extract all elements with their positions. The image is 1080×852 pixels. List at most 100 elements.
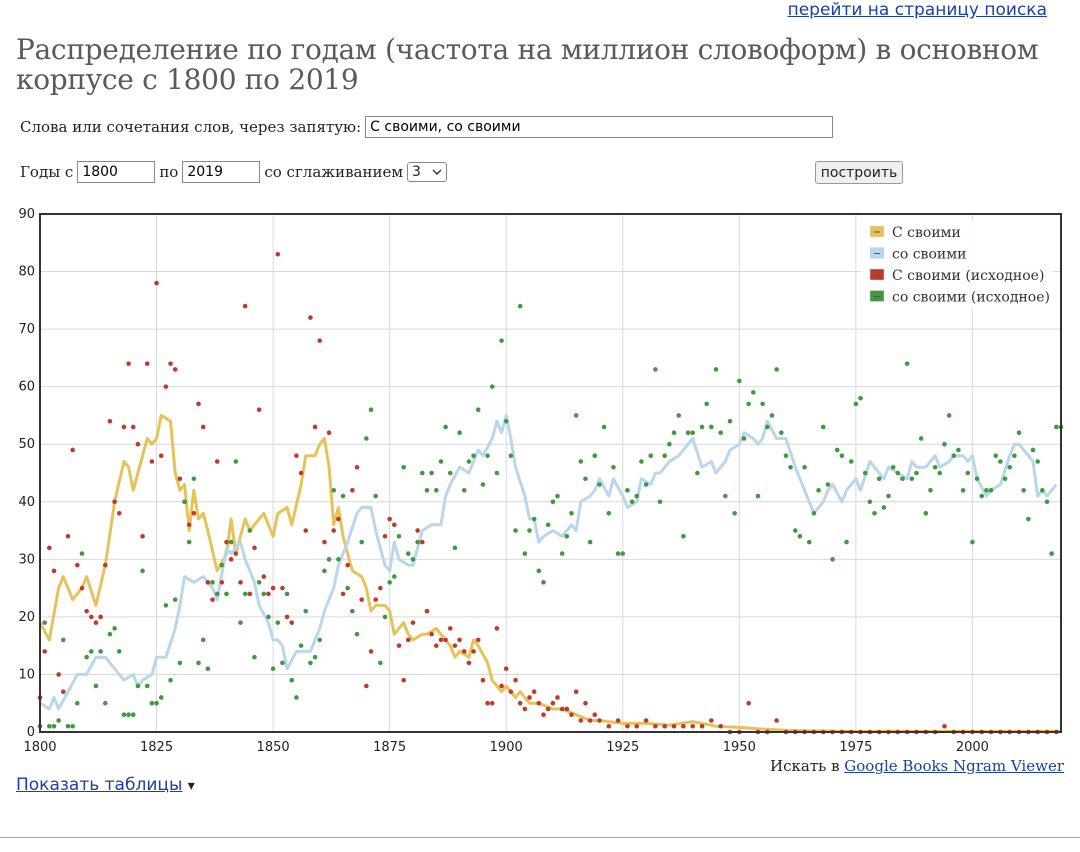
- data-point-3: [615, 551, 621, 556]
- year-from-input[interactable]: [77, 161, 156, 183]
- data-point-3: [988, 487, 994, 493]
- data-point-2: [522, 706, 528, 712]
- data-point-2: [266, 591, 271, 597]
- data-point-3: [433, 487, 439, 493]
- data-point-2: [494, 626, 500, 631]
- data-point-3: [494, 470, 500, 476]
- data-point-2: [121, 424, 127, 430]
- data-point-3: [242, 591, 248, 597]
- data-point-3: [424, 487, 430, 493]
- data-point-3: [998, 459, 1003, 464]
- data-point-3: [974, 476, 980, 482]
- data-point-2: [88, 614, 94, 620]
- data-point-3: [359, 539, 364, 545]
- data-point-3: [597, 482, 602, 487]
- data-point-3: [956, 447, 961, 453]
- legend-label: со своими: [892, 247, 966, 263]
- years-to-label: по: [159, 163, 179, 181]
- data-point-3: [98, 649, 103, 654]
- data-point-3: [862, 470, 868, 476]
- data-point-3: [839, 453, 845, 459]
- data-point-3: [1021, 487, 1027, 493]
- data-point-3: [965, 470, 971, 476]
- search-page-link[interactable]: перейти на страницу поиска: [787, 0, 1047, 20]
- data-point-3: [709, 424, 714, 430]
- data-point-3: [154, 700, 159, 706]
- data-point-3: [550, 499, 556, 505]
- data-point-3: [475, 407, 481, 412]
- data-point-3: [541, 580, 546, 585]
- data-point-2: [350, 487, 355, 493]
- data-point-3: [834, 447, 840, 453]
- data-point-2: [433, 643, 439, 648]
- data-point-3: [764, 424, 770, 430]
- data-point-2: [396, 643, 402, 648]
- year-to-input[interactable]: [182, 161, 261, 183]
- data-point-3: [303, 608, 309, 614]
- y-tick-label: 30: [18, 552, 35, 567]
- y-tick-label: 90: [18, 207, 35, 222]
- data-point-2: [681, 723, 686, 729]
- data-point-3: [336, 557, 341, 562]
- y-tick-label: 50: [18, 437, 35, 452]
- data-point-3: [182, 499, 187, 505]
- data-point-3: [592, 453, 598, 459]
- data-point-3: [224, 591, 229, 597]
- data-point-3: [890, 464, 896, 470]
- data-point-2: [438, 637, 444, 643]
- data-point-2: [466, 660, 472, 666]
- data-point-3: [634, 493, 640, 499]
- data-point-2: [452, 643, 458, 648]
- data-point-3: [545, 522, 551, 528]
- data-point-3: [149, 700, 155, 706]
- data-point-2: [471, 649, 476, 654]
- data-point-3: [1016, 430, 1022, 436]
- data-point-3: [308, 660, 313, 666]
- google-books-link[interactable]: Google Books Ngram Viewer: [844, 757, 1064, 775]
- data-point-2: [513, 677, 518, 683]
- data-point-2: [149, 459, 155, 464]
- data-point-2: [186, 522, 192, 528]
- plot-frame: [39, 213, 1062, 733]
- data-point-3: [671, 430, 677, 436]
- data-point-2: [447, 626, 453, 631]
- data-point-3: [820, 424, 826, 430]
- smoothing-select[interactable]: 3: [407, 162, 447, 182]
- data-point-3: [867, 499, 873, 505]
- x-tick-label: 1825: [140, 740, 173, 755]
- data-point-3: [844, 539, 849, 545]
- data-point-3: [452, 545, 458, 551]
- data-point-2: [578, 718, 584, 723]
- data-point-2: [214, 459, 220, 464]
- data-point-3: [298, 643, 304, 648]
- data-point-3: [769, 413, 775, 418]
- data-point-3: [886, 493, 891, 499]
- data-point-3: [205, 666, 211, 671]
- data-point-3: [121, 712, 127, 718]
- data-point-2: [587, 718, 593, 723]
- legend-label: С своими (исходное): [892, 268, 1044, 284]
- data-point-2: [573, 689, 579, 695]
- show-tables-link[interactable]: Показать таблицы: [16, 775, 183, 795]
- data-point-3: [415, 539, 420, 545]
- data-point-2: [219, 580, 225, 585]
- data-point-3: [247, 528, 253, 533]
- data-point-2: [555, 695, 560, 700]
- build-button[interactable]: построить: [815, 161, 903, 184]
- data-point-3: [177, 660, 183, 666]
- data-point-3: [252, 654, 257, 660]
- data-point-3: [191, 476, 197, 482]
- data-point-2: [583, 700, 588, 706]
- data-point-2: [443, 637, 448, 643]
- data-point-3: [517, 303, 523, 309]
- data-point-2: [410, 620, 416, 625]
- words-input[interactable]: [365, 116, 834, 138]
- data-point-3: [1002, 476, 1008, 482]
- data-point-3: [685, 430, 691, 436]
- data-point-2: [368, 649, 374, 654]
- data-point-3: [410, 557, 416, 562]
- data-point-2: [643, 718, 649, 723]
- data-point-3: [461, 487, 467, 493]
- data-point-2: [298, 470, 304, 476]
- data-point-3: [695, 470, 700, 476]
